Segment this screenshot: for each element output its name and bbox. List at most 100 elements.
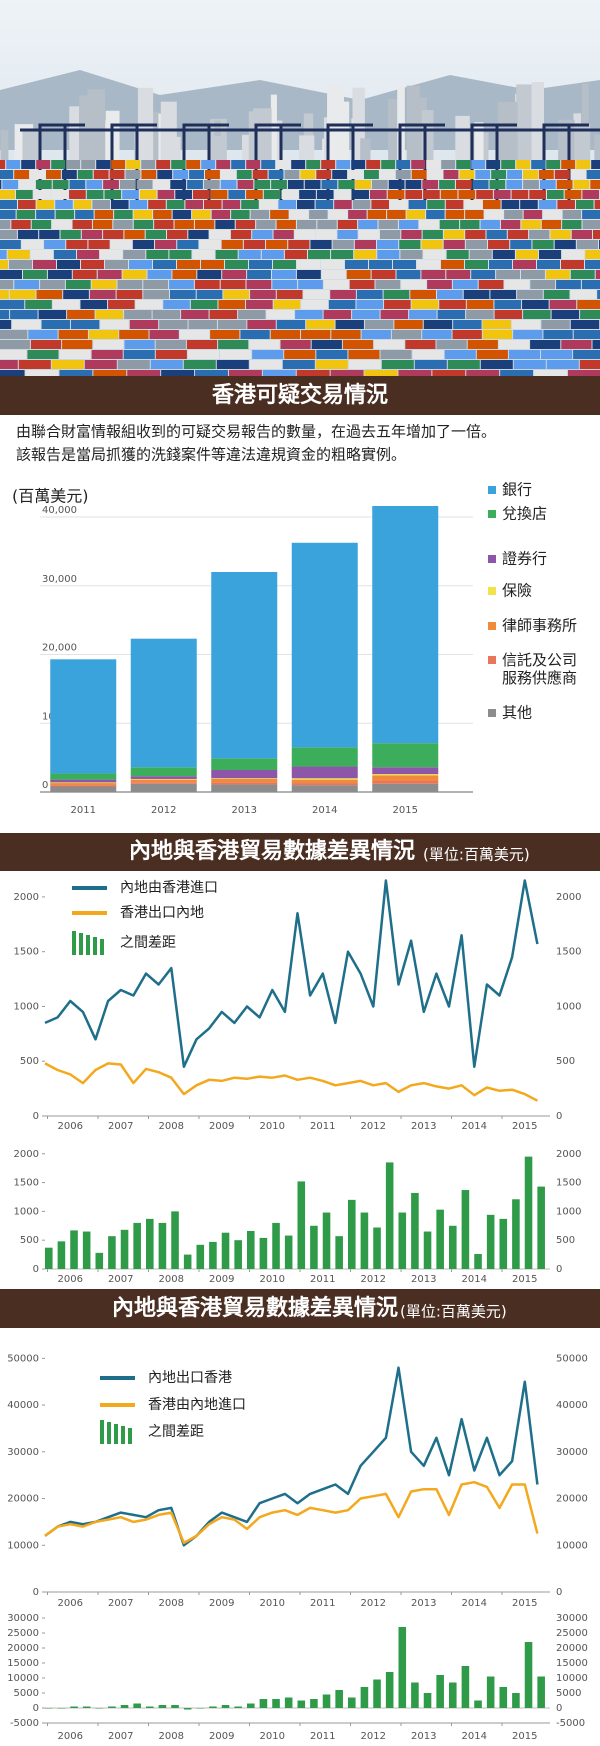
building	[327, 85, 345, 160]
container	[581, 280, 600, 289]
container	[56, 260, 80, 269]
y2-tick-label: 2000	[556, 1149, 581, 1160]
container	[378, 220, 398, 229]
y-tick-label: 0	[42, 780, 48, 791]
legend-bars	[86, 935, 90, 955]
container	[190, 300, 218, 309]
x-tick-label: 2009	[209, 1731, 234, 1742]
container	[33, 190, 51, 199]
container	[108, 300, 135, 309]
bar-segment	[130, 767, 197, 777]
container	[367, 210, 387, 219]
legend-swatch	[488, 486, 496, 494]
container	[203, 180, 220, 189]
container	[247, 270, 272, 279]
container	[422, 180, 439, 189]
container	[66, 240, 88, 249]
container	[284, 170, 300, 179]
container	[169, 280, 194, 289]
bar	[259, 1237, 268, 1269]
container	[436, 290, 463, 299]
bar	[57, 1708, 66, 1709]
container	[409, 310, 437, 319]
container	[81, 160, 96, 169]
bar	[423, 1693, 432, 1708]
container	[0, 280, 14, 289]
container	[445, 200, 464, 209]
container	[2, 180, 19, 189]
bar	[449, 1225, 457, 1269]
x-tick-label: 2007	[108, 1274, 133, 1285]
container	[522, 170, 538, 179]
bar	[499, 1687, 508, 1708]
bar-segment	[50, 659, 117, 774]
container	[0, 360, 18, 369]
container	[349, 280, 375, 289]
building	[406, 85, 420, 160]
container	[323, 310, 352, 319]
bar	[171, 1705, 179, 1708]
container	[296, 200, 315, 209]
legend-bars	[128, 1428, 132, 1444]
container	[19, 180, 35, 189]
x-tick-label: 2013	[232, 805, 257, 816]
container	[504, 280, 530, 289]
container	[256, 220, 276, 229]
container	[422, 330, 452, 339]
container	[126, 160, 141, 169]
legend-label: 香港由內地進口	[148, 1397, 246, 1413]
container	[117, 280, 143, 289]
bar	[411, 1192, 419, 1269]
building	[474, 122, 484, 160]
container	[570, 170, 586, 179]
bar-segment	[130, 638, 197, 768]
container	[541, 320, 570, 329]
legend-swatch	[488, 709, 496, 717]
container	[17, 200, 36, 209]
x-tick-label: 2008	[159, 1121, 184, 1132]
container	[94, 210, 114, 219]
y-tick-label: 20000	[7, 1494, 39, 1505]
bar	[512, 1199, 520, 1269]
bar	[272, 1699, 280, 1708]
container	[337, 230, 358, 239]
container	[375, 280, 401, 289]
container	[480, 220, 500, 229]
y2-tick-label: 30000	[556, 1447, 588, 1458]
container	[369, 190, 387, 199]
container	[573, 330, 600, 339]
bar-segment	[372, 506, 439, 744]
building	[87, 89, 105, 160]
container	[464, 260, 488, 269]
y-tick-label: 30000	[7, 1447, 39, 1458]
container	[541, 220, 562, 229]
x-tick-label: 2014	[312, 805, 337, 816]
container	[513, 330, 543, 339]
container	[30, 250, 53, 259]
bar-segment	[291, 766, 358, 779]
container	[506, 180, 523, 189]
bar	[524, 1156, 533, 1269]
container	[496, 270, 521, 279]
container	[89, 290, 116, 299]
container	[278, 200, 296, 209]
line	[44, 879, 539, 1068]
bar-segment	[50, 773, 117, 780]
building	[360, 138, 371, 160]
bar	[436, 1209, 444, 1269]
y2-tick-label: 1500	[556, 947, 581, 958]
container	[489, 180, 506, 189]
container	[0, 310, 10, 319]
y2-tick-label: 20000	[556, 1494, 588, 1505]
container	[216, 160, 231, 169]
container	[18, 360, 51, 369]
y2-tick-label: 0	[556, 1587, 562, 1598]
container	[246, 280, 272, 289]
container	[416, 260, 440, 269]
bar	[133, 1703, 141, 1708]
container	[72, 220, 92, 229]
port-photo	[0, 0, 600, 379]
building	[69, 106, 83, 160]
bar-segment	[50, 786, 117, 792]
y-tick-label: 25000	[7, 1628, 39, 1639]
